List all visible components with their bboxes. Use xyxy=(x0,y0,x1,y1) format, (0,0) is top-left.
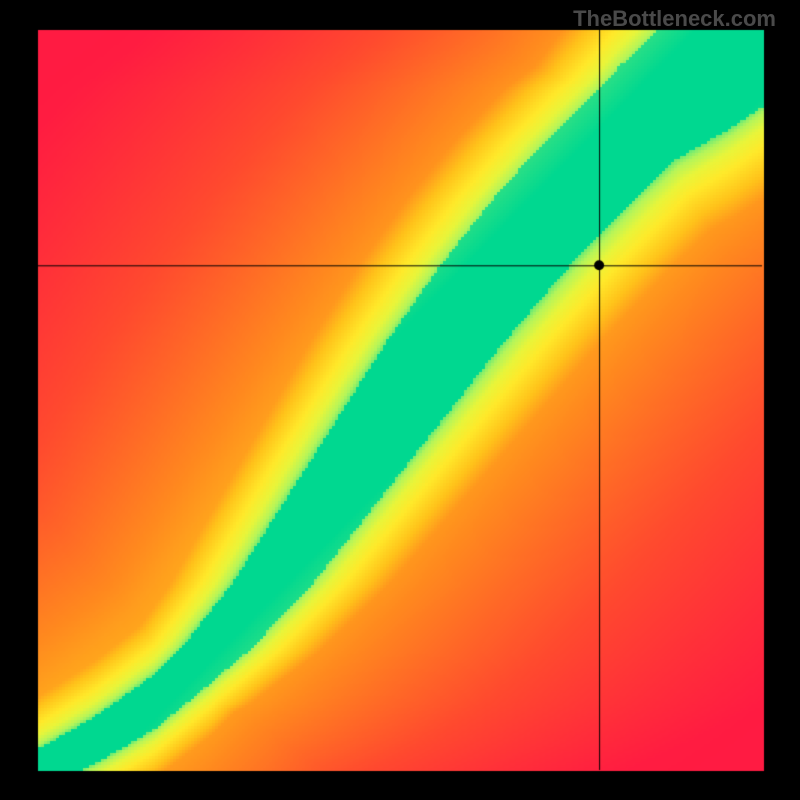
watermark-text: TheBottleneck.com xyxy=(573,6,776,32)
heatmap-canvas xyxy=(0,0,800,800)
chart-container: TheBottleneck.com xyxy=(0,0,800,800)
